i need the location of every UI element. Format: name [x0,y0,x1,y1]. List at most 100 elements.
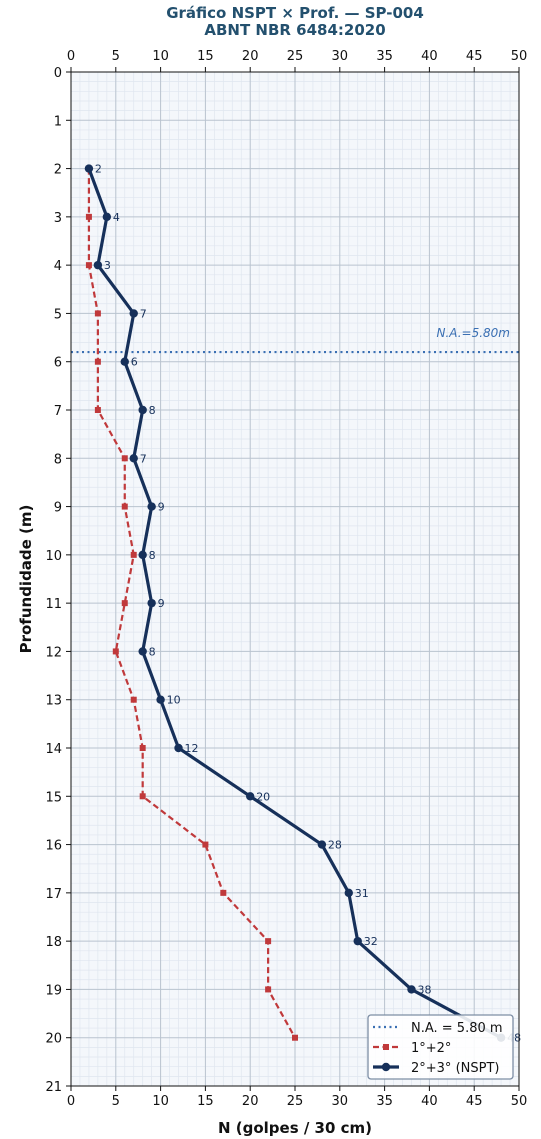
legend-label: 2°+3° (NSPT) [411,1061,499,1076]
series-layer [71,164,519,1042]
series-1-point [85,262,92,269]
x-tick-label: 35 [376,1094,393,1109]
x-tick-label-top: 0 [67,49,75,64]
y-tick-label: 10 [45,549,62,564]
data-label: 4 [113,211,120,224]
series-2-point [147,598,156,608]
series-2-point [129,454,138,463]
series-1-point [220,889,227,896]
x-tick-label: 40 [421,1094,438,1109]
series-1-point [265,938,272,945]
data-label: 7 [140,307,147,320]
series-2-point [344,888,353,898]
series-1-point [292,1034,298,1041]
series-1-point [85,213,92,220]
data-label: 31 [355,887,369,900]
series-2-point [138,405,147,415]
data-label: 38 [417,983,431,996]
chart-subtitle: ABNT NBR 6484:2020 [204,21,385,39]
data-label: 6 [131,356,138,369]
y-tick-label: 19 [45,983,62,998]
y-tick-label: 14 [45,742,62,757]
series-1-point [130,551,137,558]
y-tick-label: 2 [54,163,62,178]
y-tick-label: 21 [45,1080,62,1095]
y-tick-label: 11 [45,597,62,612]
data-label: 20 [256,790,270,803]
data-label: 9 [158,597,165,610]
legend-marker-series-2 [381,1062,391,1072]
legend-marker-series-1 [383,1044,389,1050]
legend-box [367,1014,514,1080]
data-label: 7 [140,452,147,465]
y-tick-label: 18 [45,935,62,950]
x-tick-label: 20 [242,1094,259,1109]
series-2-point [138,647,147,656]
x-axis-label: N (golpes / 30 cm) [218,1119,372,1137]
axis-ticks: 0055101015152020252530303535404045455050… [45,49,527,1109]
y-tick-label: 15 [45,790,62,805]
data-label: 3 [104,259,111,272]
series-1-point [112,648,119,655]
x-tick-label-top: 20 [242,49,259,64]
series-2-point [120,357,129,366]
series-2-point [102,212,112,222]
series-2-point [174,743,183,753]
series-1-point [202,841,209,848]
x-tick-label: 5 [112,1094,120,1109]
series-2-point [246,792,255,801]
y-tick-label: 4 [54,259,62,274]
y-tick-label: 8 [54,452,62,467]
x-tick-label-top: 40 [421,49,438,64]
y-tick-label: 5 [54,307,62,322]
series-2-point [353,936,362,946]
y-tick-label: 13 [45,694,62,709]
series-2-point [129,309,138,318]
series-1-point [94,407,101,413]
x-tick-label-top: 5 [112,49,120,64]
series-2-point [407,985,416,994]
data-label: 10 [167,694,181,707]
y-tick-label: 20 [45,1032,62,1047]
legend-label: 1°+2° [411,1041,451,1056]
x-tick-label: 45 [466,1094,483,1109]
legend-label: N.A. = 5.80 m [411,1021,503,1036]
y-tick-label: 9 [54,501,62,516]
data-label: 28 [328,839,342,852]
series-1-point [121,600,128,607]
data-label: 12 [185,742,199,755]
data-label: 8 [149,549,156,562]
series-1-point [94,310,101,317]
x-tick-label: 25 [287,1094,304,1109]
series-2-point [147,502,156,511]
x-tick-label-top: 15 [197,49,214,64]
series-1-point [121,503,128,510]
series-1-point [121,455,128,462]
y-tick-label: 0 [54,66,62,81]
series-2-point [156,695,165,704]
y-tick-label: 7 [54,404,62,419]
y-tick-label: 16 [45,839,62,854]
x-tick-label: 15 [197,1094,214,1109]
series-1-point [265,986,272,993]
series-1-point [139,745,146,751]
data-label: 32 [364,935,378,948]
x-tick-label: 10 [152,1094,169,1109]
series-2-point [138,550,147,560]
legend: N.A. = 5.80 m 1°+2° 2°+3° (NSPT) [367,1014,514,1080]
x-tick-label-top: 50 [511,49,528,64]
y-axis-label: Profundidade (m) [17,505,35,654]
series-2-point [317,840,327,849]
x-tick-label-top: 10 [152,49,169,64]
x-tick-label: 0 [67,1094,75,1109]
chart-title: Gráfico NSPT × Prof. — SP-004 [166,4,424,22]
x-tick-label-top: 35 [376,49,393,64]
x-tick-label-top: 25 [287,49,304,64]
y-tick-label: 6 [54,356,62,371]
data-label: 8 [149,404,156,417]
water-level-label: N.A.=5.80m [437,326,511,340]
x-tick-label: 50 [511,1094,528,1109]
x-tick-label-top: 30 [332,49,349,64]
